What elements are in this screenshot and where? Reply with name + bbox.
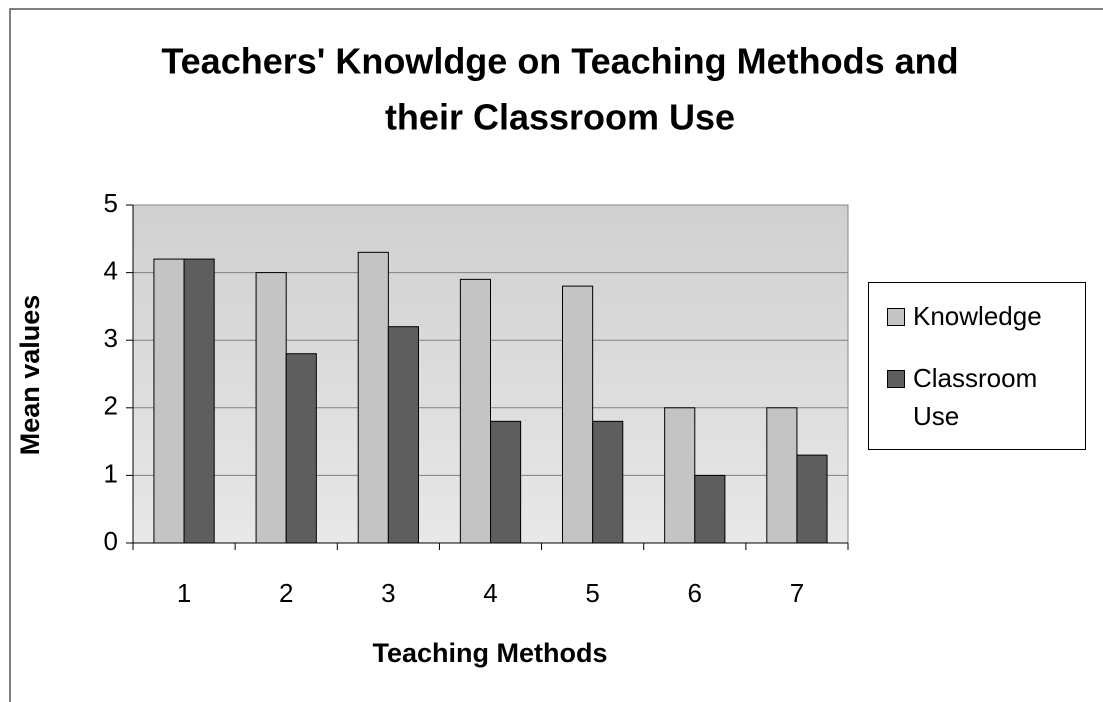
legend-swatch: [887, 370, 905, 388]
bar: [357, 251, 389, 544]
chart-title: their Classroom Use: [385, 97, 735, 138]
bar: [183, 258, 215, 544]
y-axis-label: Mean values: [15, 295, 45, 456]
bar: [255, 272, 287, 544]
legend-swatch: [887, 308, 905, 326]
x-tick-label: 6: [688, 578, 702, 608]
bar: [459, 278, 492, 544]
legend-item: Knowledge: [887, 297, 1077, 335]
legend-label: Knowledge: [913, 301, 1042, 331]
x-axis-label: Teaching Methods: [372, 638, 607, 668]
y-tick-label: 2: [104, 391, 118, 421]
bar: [387, 326, 419, 544]
x-tick-label: 2: [279, 578, 293, 608]
bar: [664, 407, 696, 544]
y-tick-label: 1: [104, 458, 118, 488]
legend-item: Classroom Use: [887, 359, 1077, 435]
bar: [694, 474, 726, 544]
y-tick-label: 0: [104, 526, 118, 556]
bar: [285, 353, 317, 544]
x-tick-label: 1: [177, 578, 191, 608]
frame: [9, 8, 1103, 702]
y-tick-label: 5: [104, 188, 118, 218]
x-tick-label: 3: [381, 578, 395, 608]
bar: [796, 454, 828, 544]
legend-label: Classroom Use: [913, 363, 1038, 431]
bar: [592, 420, 624, 544]
bar: [153, 258, 185, 544]
bar: [766, 407, 798, 544]
y-tick-label: 3: [104, 323, 118, 353]
bar: [562, 285, 594, 544]
y-tick-label: 4: [104, 255, 118, 285]
bar: [490, 420, 522, 544]
x-tick-label: 4: [483, 578, 497, 608]
legend: Knowledge Classroom Use: [868, 282, 1086, 450]
x-tick-label: 5: [585, 578, 599, 608]
x-tick-label: 7: [790, 578, 804, 608]
chart-title: Teachers' Knowldge on Teaching Methods a…: [161, 41, 958, 82]
